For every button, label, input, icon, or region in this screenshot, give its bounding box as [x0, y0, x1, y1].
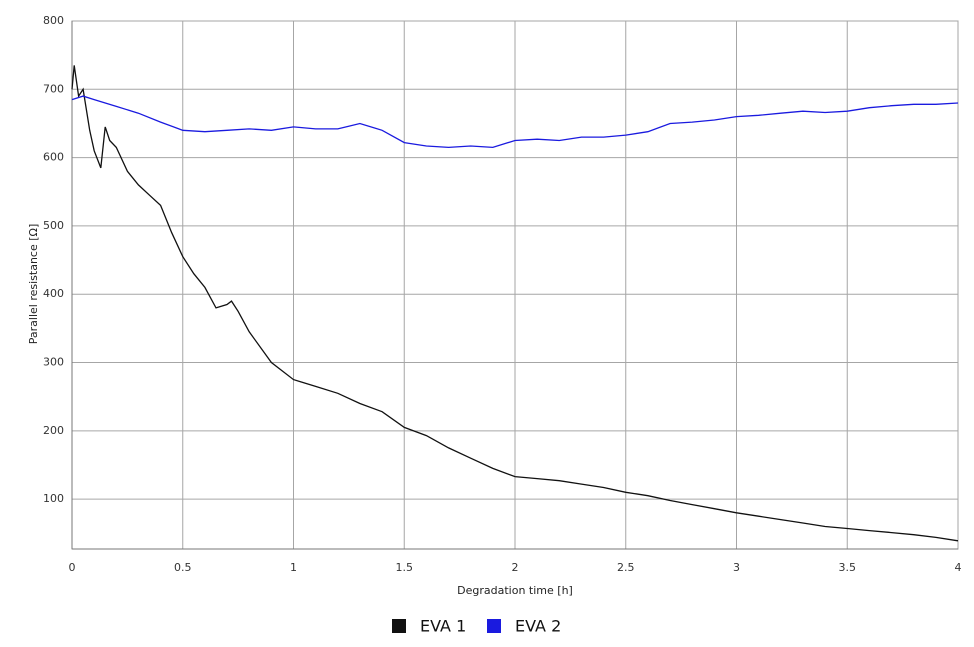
- y-tick-label: 400: [43, 287, 64, 300]
- y-tick-label: 200: [43, 424, 64, 437]
- y-tick-label: 600: [43, 151, 64, 164]
- y-tick-label: 100: [43, 492, 64, 505]
- y-tick-label: 300: [43, 356, 64, 369]
- y-tick-label: 500: [43, 219, 64, 232]
- x-tick-label: 4: [955, 561, 962, 574]
- x-tick-label: 1.5: [396, 561, 414, 574]
- y-tick-label: 700: [43, 82, 64, 95]
- line-series: [71, 65, 959, 542]
- x-tick-label: 2: [512, 561, 519, 574]
- x-tick-label: 3: [733, 561, 740, 574]
- legend-swatch: [392, 619, 406, 633]
- x-tick-label: 2.5: [617, 561, 635, 574]
- y-tick-label: 800: [43, 14, 64, 27]
- legend-label: EVA 1: [420, 617, 466, 636]
- x-axis-title: Degradation time [h]: [457, 584, 573, 597]
- x-tick-label: 0: [69, 561, 76, 574]
- y-axis-title: Parallel resistance [Ω]: [27, 224, 40, 344]
- legend-label: EVA 2: [515, 617, 561, 636]
- legend-swatch: [487, 619, 501, 633]
- x-tick-label: 3.5: [839, 561, 857, 574]
- line-series: [71, 95, 959, 149]
- x-tick-label: 1: [290, 561, 297, 574]
- x-tick-label: 0.5: [174, 561, 192, 574]
